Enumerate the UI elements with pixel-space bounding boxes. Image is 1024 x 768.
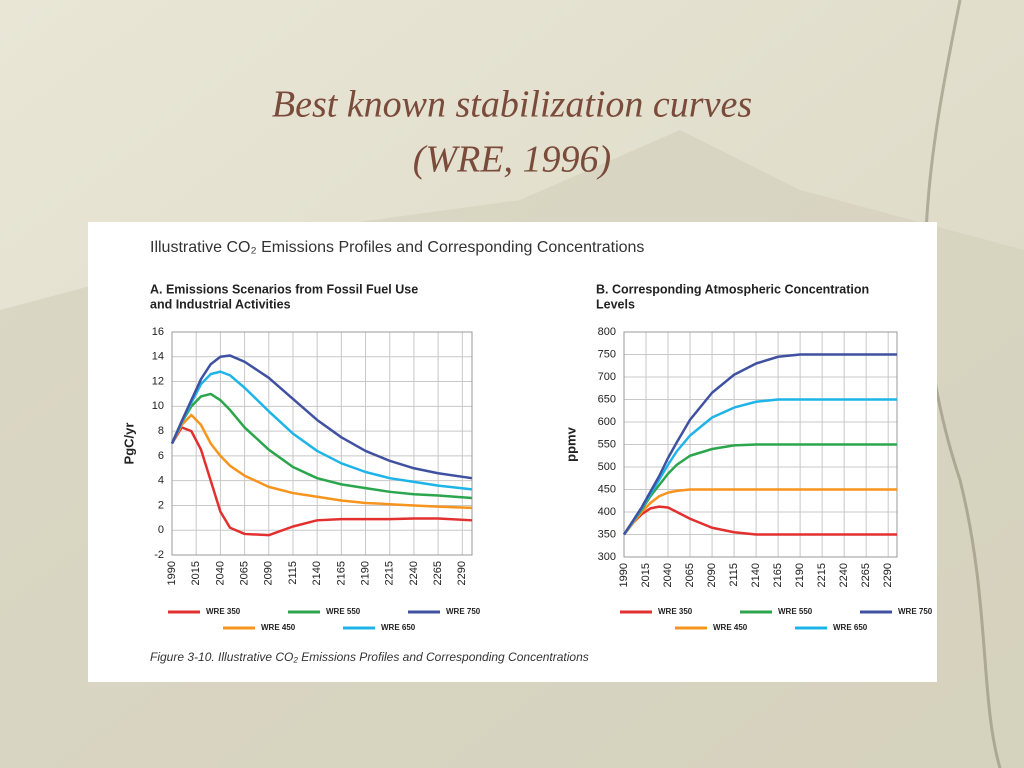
chart-title: A. Emissions Scenarios from Fossil Fuel … — [150, 282, 418, 296]
x-tick-label: 2040 — [662, 563, 674, 587]
x-tick-label: 2090 — [706, 563, 718, 587]
x-tick-label: 2240 — [838, 563, 850, 587]
chart: B. Corresponding Atmospheric Concentrati… — [563, 282, 932, 632]
y-tick-label: 550 — [598, 438, 616, 450]
y-tick-label: 650 — [598, 393, 616, 405]
y-axis-label: PgC/yr — [121, 423, 136, 465]
x-tick-label: 2215 — [384, 561, 396, 585]
y-tick-label: 0 — [158, 524, 164, 536]
series-line — [170, 413, 473, 510]
charts: A. Emissions Scenarios from Fossil Fuel … — [121, 282, 932, 632]
y-tick-label: 600 — [598, 416, 616, 428]
legend-label: WRE 450 — [713, 623, 748, 632]
chart-title: B. Corresponding Atmospheric Concentrati… — [596, 282, 869, 296]
series-line — [170, 370, 473, 491]
legend-label: WRE 450 — [261, 623, 296, 632]
x-tick-label: 1990 — [618, 563, 630, 587]
legend-label: WRE 650 — [381, 623, 416, 632]
y-tick-label: 800 — [598, 326, 616, 338]
series-line — [623, 488, 897, 536]
x-tick-label: 2065 — [684, 563, 696, 587]
y-tick-label: 8 — [158, 425, 164, 437]
x-tick-label: 2090 — [263, 561, 275, 585]
x-tick-label: 2140 — [311, 561, 323, 585]
y-tick-label: 2 — [158, 499, 164, 511]
y-tick-label: 750 — [598, 348, 616, 360]
legend-label: WRE 650 — [833, 623, 868, 632]
y-tick-label: 300 — [598, 551, 616, 563]
x-tick-label: 2140 — [750, 563, 762, 587]
y-tick-label: 10 — [152, 400, 164, 412]
chart-title: Levels — [596, 297, 635, 311]
x-tick-label: 2165 — [335, 561, 347, 585]
x-tick-label: 2115 — [728, 563, 740, 587]
x-tick-label: 2290 — [456, 561, 468, 585]
branch-decoration — [923, 0, 1002, 768]
x-tick-label: 2240 — [408, 561, 420, 585]
chart-title: and Industrial Activities — [150, 297, 291, 311]
figure-caption: Figure 3-10. Illustrative CO₂ Emissions … — [150, 650, 589, 664]
legend-label: WRE 550 — [778, 607, 813, 616]
legend-label: WRE 750 — [898, 607, 933, 616]
x-tick-label: 2215 — [816, 563, 828, 587]
y-tick-label: 14 — [152, 351, 164, 363]
x-tick-label: 2065 — [238, 561, 250, 585]
x-tick-label: 2040 — [214, 561, 226, 585]
series-line — [622, 353, 897, 536]
series-line — [170, 426, 473, 537]
figure-title: Illustrative CO₂ Emissions Profiles and … — [150, 239, 644, 256]
x-tick-label: 2265 — [860, 563, 872, 587]
y-tick-label: 700 — [598, 371, 616, 383]
legend-label: WRE 550 — [326, 607, 361, 616]
x-tick-label: 2165 — [772, 563, 784, 587]
y-tick-label: 6 — [158, 450, 164, 462]
x-tick-label: 2265 — [432, 561, 444, 585]
y-tick-label: 500 — [598, 461, 616, 473]
chart: A. Emissions Scenarios from Fossil Fuel … — [121, 282, 480, 632]
slide-title: Best known stabilization curves — [272, 84, 752, 126]
x-tick-label: 2290 — [882, 563, 894, 587]
y-tick-label: -2 — [154, 549, 164, 561]
figure-panel — [88, 222, 937, 682]
legend-label: WRE 350 — [206, 607, 241, 616]
y-tick-label: 350 — [598, 528, 616, 540]
slide-title: (WRE, 1996) — [413, 139, 611, 181]
x-tick-label: 1990 — [166, 561, 178, 585]
y-tick-label: 4 — [158, 475, 164, 487]
y-tick-label: 450 — [598, 483, 616, 495]
legend-label: WRE 750 — [446, 607, 481, 616]
series-line — [623, 505, 897, 536]
x-tick-label: 2015 — [640, 563, 652, 587]
x-tick-label: 2115 — [287, 561, 299, 585]
series-line — [170, 354, 473, 480]
x-tick-label: 2190 — [794, 563, 806, 587]
x-tick-label: 2015 — [190, 561, 202, 585]
y-tick-label: 16 — [152, 326, 164, 338]
series-line — [170, 392, 473, 500]
y-tick-label: 12 — [152, 375, 164, 387]
y-tick-label: 400 — [598, 506, 616, 518]
legend-label: WRE 350 — [658, 607, 693, 616]
y-axis-label: ppmv — [563, 426, 578, 461]
x-tick-label: 2190 — [359, 561, 371, 585]
